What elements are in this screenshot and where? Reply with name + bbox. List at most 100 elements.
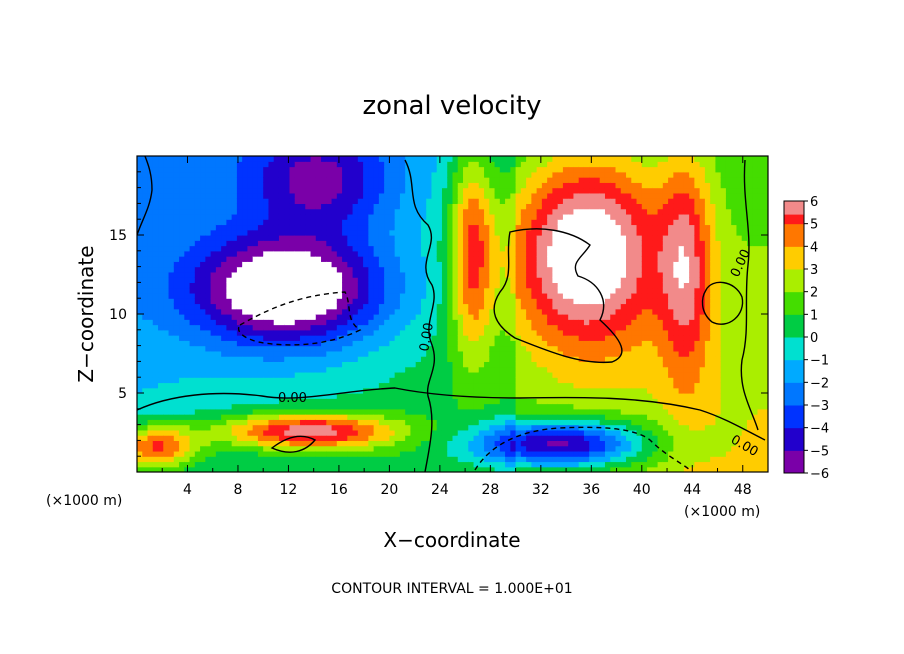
field-cell xyxy=(478,414,485,420)
field-cell xyxy=(568,266,575,273)
field-cell xyxy=(326,156,333,162)
field-cell xyxy=(441,277,448,283)
field-cell xyxy=(541,277,548,283)
field-cell xyxy=(173,450,180,457)
field-cell xyxy=(468,408,475,415)
field-cell xyxy=(147,361,154,368)
field-cell xyxy=(352,213,359,220)
field-cell xyxy=(310,361,317,368)
field-cell xyxy=(205,440,212,447)
field-cell xyxy=(278,208,285,215)
field-cell xyxy=(163,319,170,326)
field-cell xyxy=(273,340,280,347)
field-cell xyxy=(305,240,312,247)
field-cell xyxy=(342,350,348,357)
field-cell xyxy=(510,171,517,178)
field-cell xyxy=(294,398,301,405)
field-cell xyxy=(394,314,401,320)
field-cell xyxy=(179,403,185,410)
field-cell xyxy=(326,419,333,426)
field-cell xyxy=(557,171,564,178)
field-cell xyxy=(478,429,485,436)
field-cell xyxy=(221,292,227,299)
field-cell xyxy=(252,182,259,189)
field-cell xyxy=(315,161,322,168)
field-cell xyxy=(363,287,369,294)
field-cell xyxy=(210,377,217,384)
field-cell xyxy=(457,335,464,341)
field-cell xyxy=(137,382,143,389)
field-cell xyxy=(510,424,517,431)
field-cell xyxy=(573,450,580,457)
field-cell xyxy=(478,377,485,384)
field-cell xyxy=(247,319,254,326)
field-cell xyxy=(363,192,369,199)
field-cell xyxy=(221,345,227,352)
field-cell xyxy=(194,182,201,189)
field-cell xyxy=(541,192,548,199)
field-cell xyxy=(515,250,522,257)
field-cell xyxy=(389,277,396,283)
field-cell xyxy=(294,192,301,199)
field-cell xyxy=(289,266,296,273)
field-cell xyxy=(552,329,559,336)
field-cell xyxy=(531,324,538,331)
field-cell xyxy=(436,408,443,415)
field-cell xyxy=(420,240,427,247)
field-cell xyxy=(384,287,390,294)
field-cell xyxy=(189,287,196,294)
field-cell xyxy=(221,356,227,362)
field-cell xyxy=(173,282,180,289)
field-cell xyxy=(368,177,375,183)
field-cell xyxy=(484,287,490,294)
field-cell xyxy=(294,377,301,384)
field-cell xyxy=(305,229,312,236)
field-cell xyxy=(289,203,296,210)
field-cell xyxy=(510,450,517,457)
field-cell xyxy=(515,177,522,183)
field-cell xyxy=(305,424,312,431)
field-cell xyxy=(368,324,375,331)
field-cell xyxy=(547,208,554,215)
field-cell xyxy=(300,166,306,173)
field-cell xyxy=(331,192,338,199)
field-cell xyxy=(147,303,154,310)
field-cell xyxy=(405,182,412,189)
field-cell xyxy=(242,240,249,247)
field-cell xyxy=(137,319,143,326)
field-cell xyxy=(179,435,185,441)
field-cell xyxy=(399,393,406,399)
field-cell xyxy=(215,177,222,183)
field-cell xyxy=(147,213,154,220)
field-cell xyxy=(215,382,222,389)
field-cell xyxy=(347,393,354,399)
field-cell xyxy=(536,282,543,289)
field-cell xyxy=(321,266,327,273)
field-cell xyxy=(436,366,443,373)
field-cell xyxy=(431,240,438,247)
field-cell xyxy=(536,329,543,336)
field-cell xyxy=(478,156,485,162)
field-cell xyxy=(231,314,238,320)
field-cell xyxy=(305,456,312,463)
field-cell xyxy=(457,187,464,194)
field-cell xyxy=(499,398,506,405)
field-cell xyxy=(473,240,480,247)
field-cell xyxy=(142,240,149,247)
field-cell xyxy=(415,356,422,362)
field-cell xyxy=(137,250,143,257)
field-cell xyxy=(447,419,454,426)
field-cell xyxy=(478,398,485,405)
field-cell xyxy=(210,277,217,283)
field-cell xyxy=(468,250,475,257)
field-cell xyxy=(257,387,264,394)
field-cell xyxy=(420,166,427,173)
field-cell xyxy=(284,182,291,189)
field-cell xyxy=(531,177,538,183)
field-cell xyxy=(189,213,196,220)
field-cell xyxy=(247,366,254,373)
field-cell xyxy=(173,429,180,436)
field-cell xyxy=(300,314,306,320)
field-cell xyxy=(368,282,375,289)
field-cell xyxy=(357,382,364,389)
